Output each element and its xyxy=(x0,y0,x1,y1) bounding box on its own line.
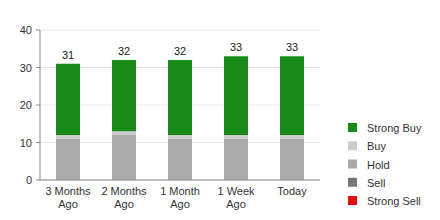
x-axis xyxy=(40,180,320,181)
grid-line xyxy=(40,180,320,181)
tick-mark xyxy=(36,105,40,106)
legend-swatch xyxy=(348,123,357,132)
bar-segment xyxy=(112,131,136,135)
bar-segment xyxy=(224,135,248,139)
legend-swatch xyxy=(348,141,357,150)
bar-segment xyxy=(168,135,192,139)
page: {"chart_data": {"type": "bar", "stacked"… xyxy=(0,0,440,220)
category-line: Ago xyxy=(226,198,246,210)
category-label: 3 MonthsAgo xyxy=(45,185,91,210)
category-line: 1 Month xyxy=(160,185,200,197)
grid-line xyxy=(40,30,320,31)
bar-segment xyxy=(168,139,192,180)
total-label: 32 xyxy=(174,45,186,57)
category-label: 1 MonthAgo xyxy=(160,185,200,210)
category-line: 1 Week xyxy=(217,185,255,197)
legend-label: Strong Buy xyxy=(367,122,422,134)
category-line: Ago xyxy=(170,198,190,210)
total-label: 33 xyxy=(230,41,242,53)
tick-mark xyxy=(36,30,40,31)
total-label: 32 xyxy=(118,45,130,57)
category-line: 2 Months xyxy=(101,185,147,197)
tick-label: 0 xyxy=(26,174,32,186)
tick-label: 10 xyxy=(20,137,32,149)
category-label: Today xyxy=(277,185,307,197)
y-axis xyxy=(40,30,41,180)
legend-label: Buy xyxy=(367,140,386,152)
category-line: Ago xyxy=(114,198,134,210)
bar-segment xyxy=(56,135,80,139)
bar-segment xyxy=(280,56,304,135)
bar-segment xyxy=(112,135,136,180)
bar-segment xyxy=(280,135,304,139)
category-line: Today xyxy=(277,185,307,197)
legend-swatch xyxy=(348,196,357,205)
chart: 01020304031323233333 MonthsAgo2 MonthsAg… xyxy=(0,0,440,220)
tick-label: 40 xyxy=(20,24,32,36)
category-line: Ago xyxy=(58,198,78,210)
legend-swatch xyxy=(348,160,357,169)
bar-segment xyxy=(168,60,192,135)
total-label: 31 xyxy=(62,49,74,61)
category-label: 1 WeekAgo xyxy=(217,185,255,210)
bar-segment xyxy=(56,64,80,135)
bar-segment xyxy=(56,139,80,180)
bar-segment xyxy=(224,139,248,180)
bar-segment xyxy=(112,60,136,131)
legend: Strong Buy Buy Hold Sell Strong Sell xyxy=(348,122,422,207)
category-line: 3 Months xyxy=(45,185,91,197)
bar-segment xyxy=(224,56,248,135)
legend-label: Strong Sell xyxy=(367,195,421,207)
tick-mark xyxy=(36,142,40,143)
bars xyxy=(56,56,304,180)
tick-mark xyxy=(36,180,40,181)
category-label: 2 MonthsAgo xyxy=(101,185,147,210)
tick-label: 30 xyxy=(20,62,32,74)
bar-segment xyxy=(280,139,304,180)
legend-label: Hold xyxy=(367,159,390,171)
total-label: 33 xyxy=(286,41,298,53)
legend-swatch xyxy=(348,178,357,187)
legend-label: Sell xyxy=(367,177,385,189)
tick-mark xyxy=(36,67,40,68)
tick-label: 20 xyxy=(20,99,32,111)
